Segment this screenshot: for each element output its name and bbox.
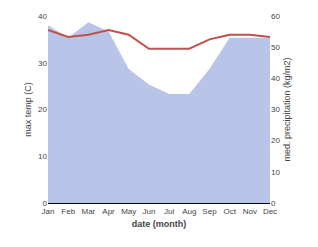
svg-text:date (month): date (month) — [132, 219, 187, 229]
svg-text:max temp (C): max temp (C) — [23, 82, 33, 137]
svg-text:Mar: Mar — [81, 207, 95, 216]
svg-text:40: 40 — [38, 12, 47, 21]
svg-text:0: 0 — [43, 199, 48, 208]
svg-text:May: May — [121, 207, 136, 216]
svg-text:40: 40 — [271, 74, 280, 83]
svg-text:30: 30 — [38, 59, 47, 68]
svg-text:Oct: Oct — [223, 207, 236, 216]
svg-text:60: 60 — [271, 12, 280, 21]
svg-text:20: 20 — [38, 105, 47, 114]
svg-text:med. precipitation (kg/m2): med. precipitation (kg/m2) — [282, 57, 292, 161]
svg-text:Nov: Nov — [243, 207, 257, 216]
svg-text:0: 0 — [271, 199, 276, 208]
svg-text:10: 10 — [38, 152, 47, 161]
svg-text:Dec: Dec — [263, 207, 277, 216]
svg-text:Apr: Apr — [102, 207, 115, 216]
svg-text:50: 50 — [271, 43, 280, 52]
svg-text:30: 30 — [271, 105, 280, 114]
svg-text:Sep: Sep — [202, 207, 217, 216]
svg-text:Aug: Aug — [182, 207, 196, 216]
svg-text:Jan: Jan — [42, 207, 55, 216]
svg-text:Jun: Jun — [142, 207, 155, 216]
svg-text:Jul: Jul — [164, 207, 174, 216]
svg-text:10: 10 — [271, 168, 280, 177]
svg-text:Feb: Feb — [61, 207, 75, 216]
svg-text:20: 20 — [271, 136, 280, 145]
